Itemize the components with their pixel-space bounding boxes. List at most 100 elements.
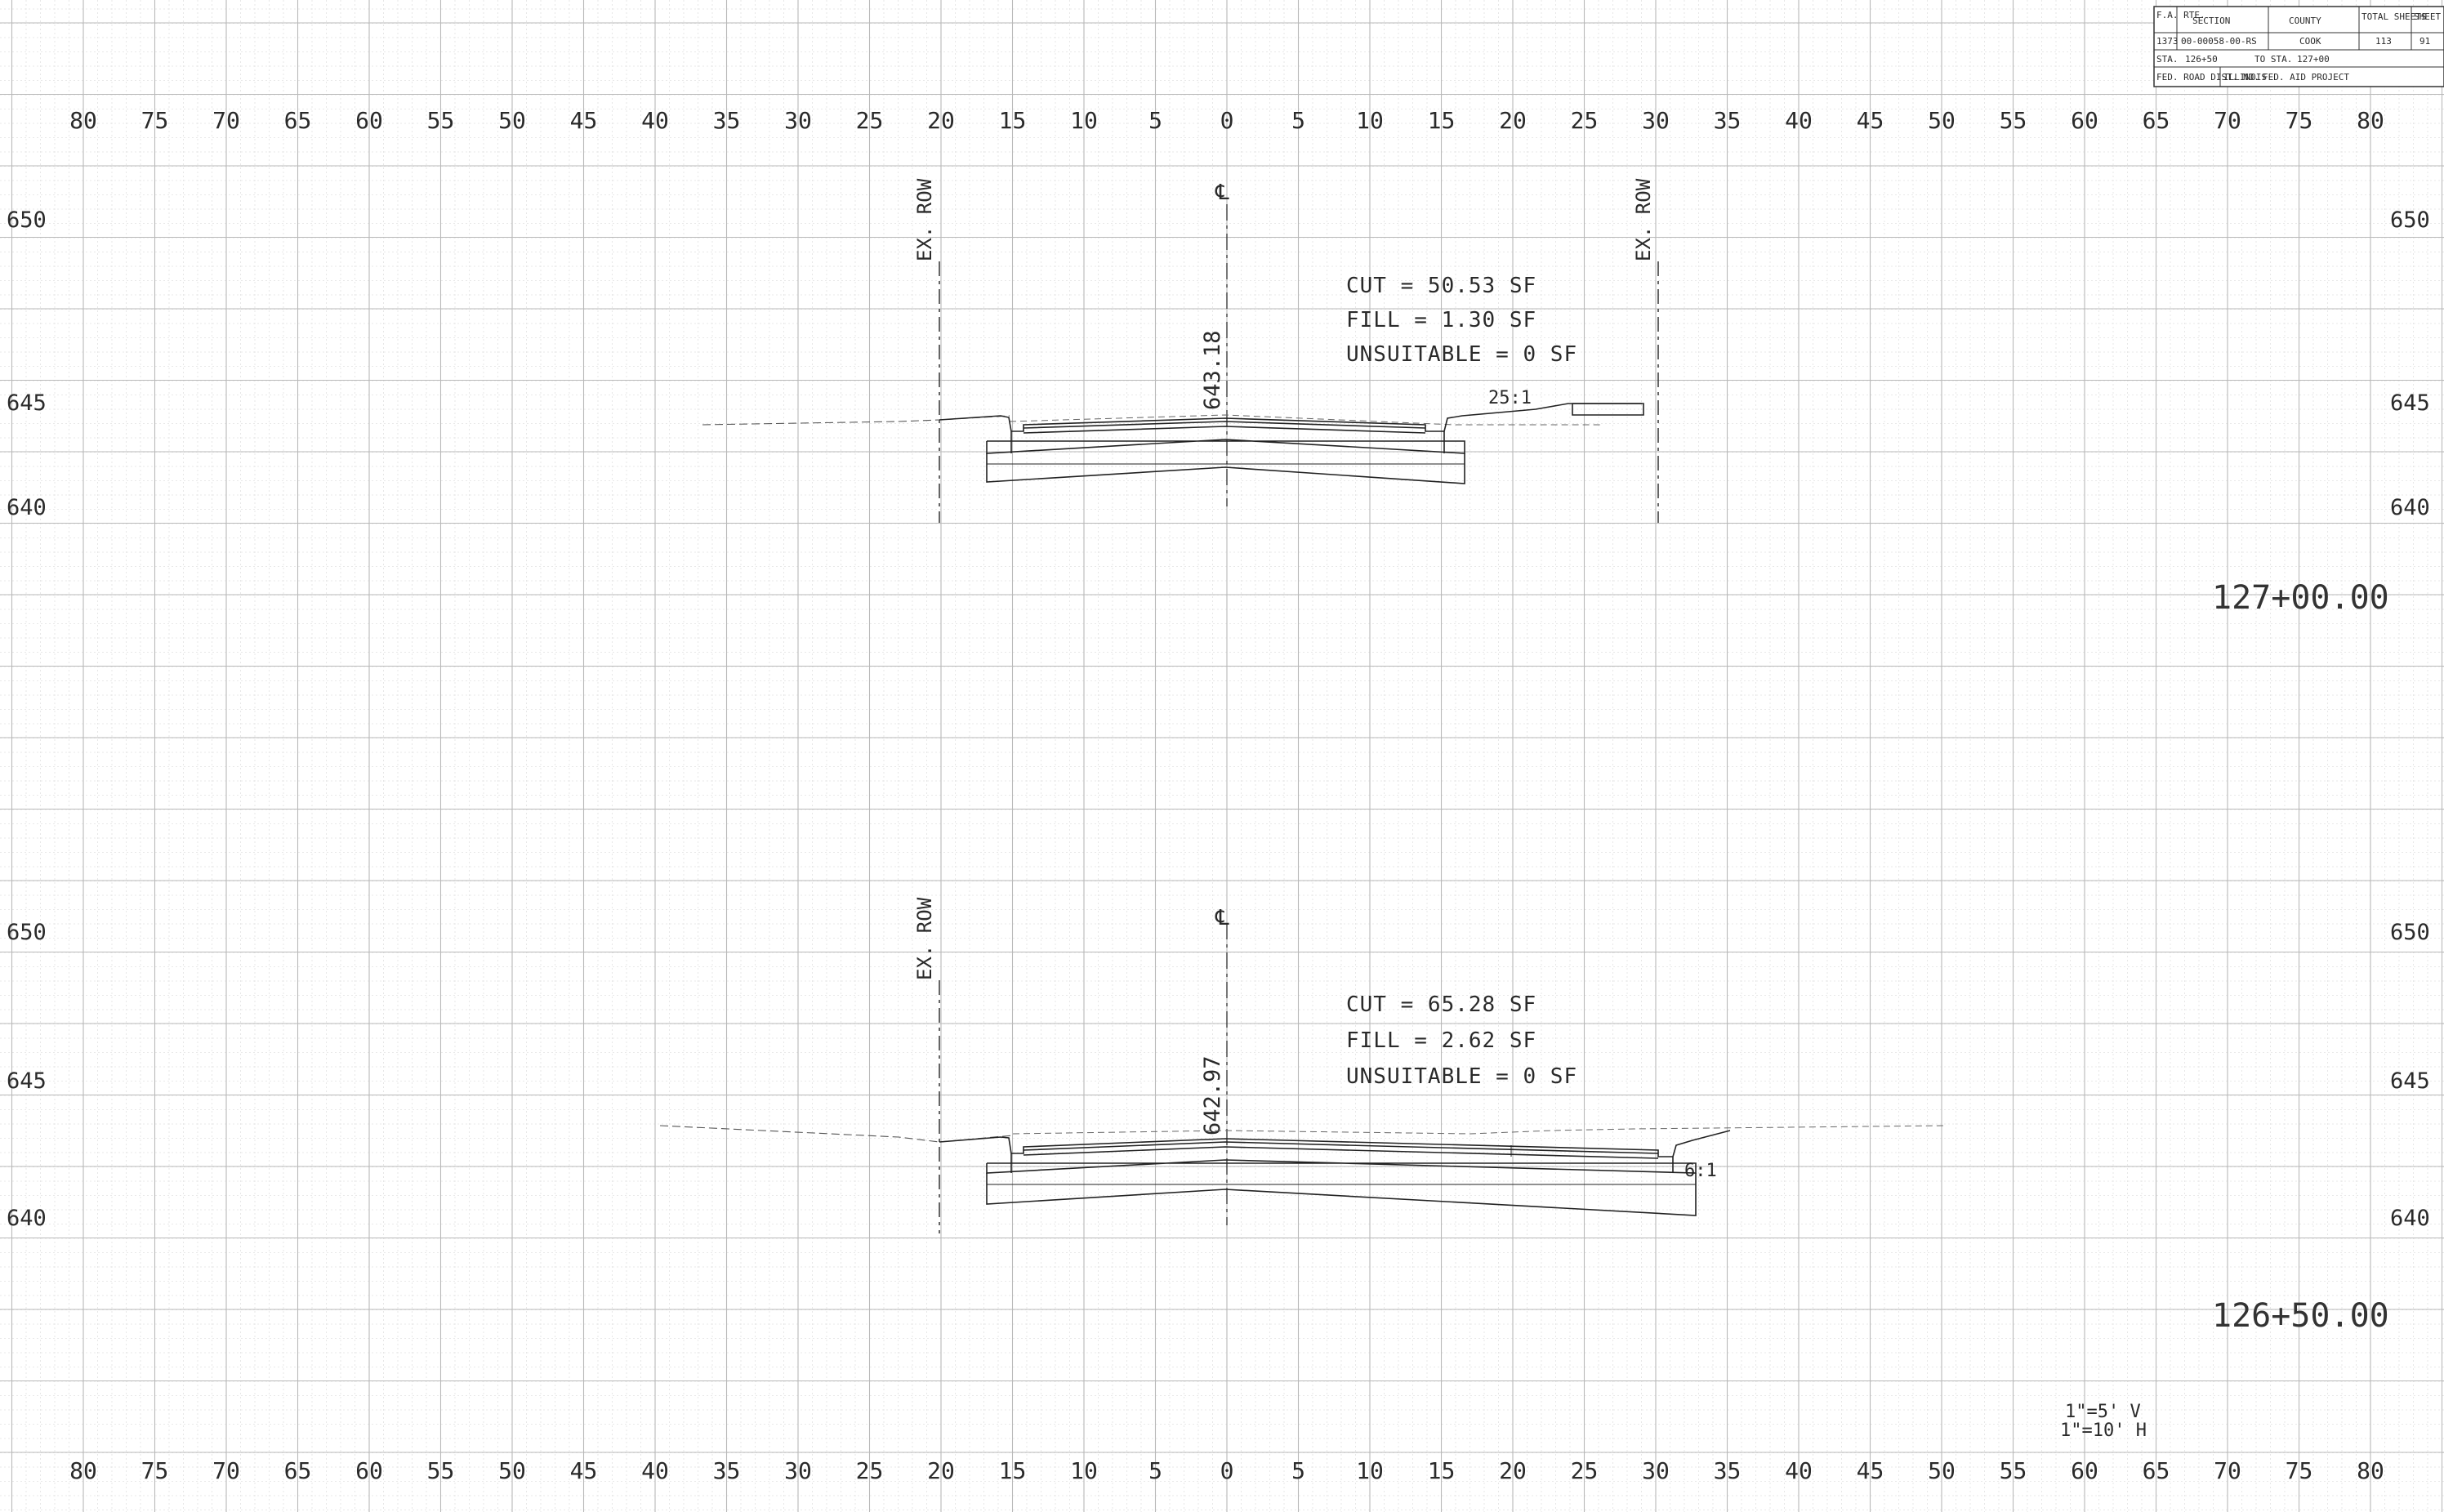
section-126-50: 650 645 640 650 645 640 EX. ROW ℄ 642.97… (7, 897, 2430, 1335)
offset-tick-label: 35 (1714, 107, 1742, 134)
offset-tick-label: 30 (784, 107, 812, 134)
offset-tick-label: 20 (1499, 107, 1527, 134)
tb-project: FED. AID PROJECT (2263, 72, 2349, 83)
offset-tick-label: 45 (570, 1457, 598, 1484)
ex-row-right-label: EX. ROW (1632, 178, 1655, 261)
offset-tick-label: 60 (2071, 107, 2098, 134)
station-label: 126+50.00 (2212, 1297, 2389, 1335)
offset-tick-label: 30 (1642, 1457, 1670, 1484)
tb-total-sheets-label: TOTAL SHEETS (2361, 11, 2426, 22)
offset-tick-label: 10 (1356, 1457, 1384, 1484)
offset-tick-label: 20 (1499, 1457, 1527, 1484)
offset-tick-label: 5 (1291, 107, 1305, 134)
tb-fa-rte: 1373 (2156, 36, 2179, 47)
tb-county-label: COUNTY (2289, 16, 2321, 26)
top-offset-axis: 80 75 70 65 60 55 50 45 40 35 30 25 20 15 10 5 0 5 10 15 20 2… (69, 107, 2384, 134)
offset-tick-label: 55 (427, 1457, 455, 1484)
fill-area: FILL = 2.62 SF (1346, 1028, 1536, 1053)
proposed-section (939, 1130, 1731, 1216)
offset-tick-label: 65 (284, 107, 312, 134)
title-block: F.A. RTE. SECTION COUNTY TOTAL SHEETS SH… (2153, 6, 2444, 87)
offset-tick-label: 10 (1070, 107, 1098, 134)
offset-tick-label: 0 (1220, 107, 1234, 134)
offset-tick-label: 75 (141, 1457, 169, 1484)
offset-tick-label: 50 (1928, 107, 1956, 134)
elev-label-640-right: 640 (2390, 495, 2430, 520)
offset-tick-label: 40 (1785, 1457, 1813, 1484)
offset-tick-label: 50 (1928, 1457, 1956, 1484)
offset-tick-label: 10 (1070, 1457, 1098, 1484)
elev-label-650-right: 650 (2390, 920, 2430, 945)
offset-tick-label: 55 (2000, 1457, 2027, 1484)
offset-tick-label: 50 (498, 1457, 526, 1484)
tb-sheet-no-label: SHEET NO. (2414, 11, 2444, 22)
offset-tick-label: 45 (570, 107, 598, 134)
offset-tick-label: 20 (927, 1457, 955, 1484)
unsuitable-area: UNSUITABLE = 0 SF (1346, 342, 1577, 367)
elev-label-645-right: 645 (2390, 390, 2430, 416)
ex-row-left-label: EX. ROW (913, 897, 936, 980)
tb-fa-rte-label: F.A. RTE. (2156, 10, 2205, 20)
offset-tick-label: 70 (212, 107, 240, 134)
station-label: 127+00.00 (2212, 579, 2389, 617)
offset-tick-label: 25 (856, 107, 884, 134)
offset-tick-label: 5 (1148, 107, 1162, 134)
unsuitable-area: UNSUITABLE = 0 SF (1346, 1064, 1577, 1089)
vertical-scale: 1"=5' V (2065, 1402, 2141, 1422)
offset-tick-label: 15 (999, 1457, 1027, 1484)
tb-to-label: TO STA. (2254, 54, 2292, 65)
tb-total-sheets: 113 (2375, 36, 2392, 47)
section-127-00: 650 645 640 650 645 640 EX. ROW EX. ROW … (7, 178, 2430, 617)
offset-tick-label: 60 (355, 107, 383, 134)
offset-tick-label: 80 (69, 1457, 97, 1484)
elev-label-645-left: 645 (7, 1068, 47, 1094)
centerline-symbol: ℄ (1215, 906, 1229, 930)
centerline-elevation: 643.18 (1200, 330, 1225, 410)
cut-area: CUT = 65.28 SF (1346, 992, 1536, 1017)
offset-tick-label: 30 (1642, 107, 1670, 134)
horizontal-scale: 1"=10' H (2060, 1421, 2147, 1441)
offset-tick-label: 15 (1428, 107, 1456, 134)
fill-area: FILL = 1.30 SF (1346, 308, 1536, 332)
offset-tick-label: 70 (2214, 107, 2241, 134)
tb-county: COOK (2299, 36, 2321, 47)
offset-tick-label: 40 (1785, 107, 1813, 134)
tb-section-label: SECTION (2192, 16, 2230, 26)
offset-tick-label: 65 (2143, 107, 2170, 134)
elev-label-650-right: 650 (2390, 207, 2430, 233)
offset-tick-label: 40 (641, 1457, 669, 1484)
offset-tick-label: 15 (1428, 1457, 1456, 1484)
offset-tick-label: 15 (999, 107, 1027, 134)
centerline-elevation: 642.97 (1200, 1055, 1225, 1135)
offset-tick-label: 35 (1714, 1457, 1742, 1484)
elev-label-640-left: 640 (7, 1206, 47, 1231)
offset-tick-label: 75 (2286, 1457, 2313, 1484)
offset-tick-label: 65 (284, 1457, 312, 1484)
elev-label-640-left: 640 (7, 495, 47, 520)
offset-tick-label: 35 (713, 1457, 741, 1484)
elev-label-650-left: 650 (7, 207, 47, 233)
offset-tick-label: 40 (641, 107, 669, 134)
elev-label-645-left: 645 (7, 390, 47, 416)
offset-tick-label: 0 (1220, 1457, 1234, 1484)
tb-state: ILLINOIS (2223, 72, 2267, 83)
offset-tick-label: 65 (2143, 1457, 2170, 1484)
offset-tick-label: 5 (1291, 1457, 1305, 1484)
offset-tick-label: 20 (927, 107, 955, 134)
offset-tick-label: 45 (1857, 1457, 1884, 1484)
scale-note: 1"=5' V 1"=10' H (2060, 1402, 2147, 1441)
offset-tick-label: 55 (427, 107, 455, 134)
offset-tick-label: 45 (1857, 107, 1884, 134)
offset-tick-label: 25 (856, 1457, 884, 1484)
offset-tick-label: 80 (69, 107, 97, 134)
offset-tick-label: 25 (1571, 107, 1599, 134)
offset-tick-label: 80 (2357, 1457, 2384, 1484)
elev-label-645-right: 645 (2390, 1068, 2430, 1094)
bottom-offset-axis: 80 75 70 65 60 55 50 45 40 35 30 25 20 15 10 5 0 5 10 15 20 2… (69, 1457, 2384, 1484)
offset-tick-label: 75 (2286, 107, 2313, 134)
tb-section: 00-00058-00-RS (2181, 36, 2257, 47)
offset-tick-label: 55 (2000, 107, 2027, 134)
offset-tick-label: 25 (1571, 1457, 1599, 1484)
offset-tick-label: 60 (2071, 1457, 2098, 1484)
